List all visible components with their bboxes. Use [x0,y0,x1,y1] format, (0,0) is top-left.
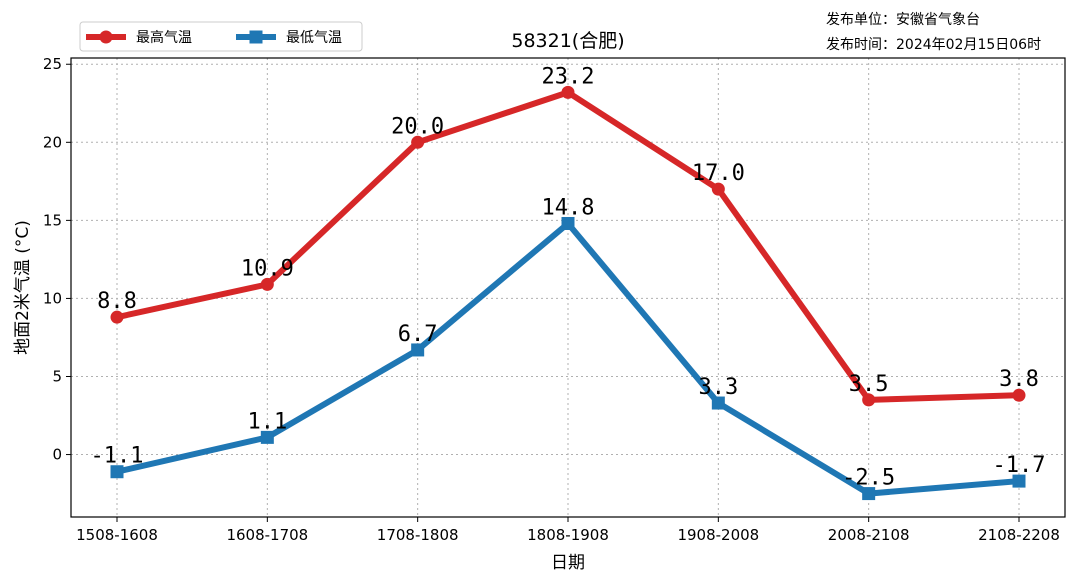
data-label: 10.9 [241,256,294,281]
legend-label: 最低气温 [286,30,342,46]
data-point [862,487,876,501]
data-label: 8.8 [97,289,137,314]
publish-time-info: 发布时间：2024年02月15日06时 [826,37,1041,53]
data-label: -1.7 [993,453,1046,478]
y-tick-label: 25 [43,55,62,73]
data-point [1012,474,1026,488]
x-tick-label: 1808-1908 [527,526,609,544]
data-label: 14.8 [542,195,595,220]
legend-box [79,21,363,52]
data-point [561,216,575,230]
x-tick-label: 1508-1608 [76,526,158,544]
data-label: 23.2 [542,64,595,89]
x-tick-label: 2008-2108 [828,526,910,544]
data-point [1012,388,1026,402]
x-tick-label: 1908-2008 [677,526,759,544]
y-tick-label: 0 [52,446,62,464]
data-point [411,343,425,357]
data-point [711,396,725,410]
y-axis-label: 地面2米气温 (°C) [13,220,33,355]
data-label: 1.1 [247,409,287,434]
axis-ticks: 0 5 10 15 20 25 1508-1608 1608-1708 1708-1808 180… [43,55,1060,544]
data-point [260,430,274,444]
data-point [411,135,425,149]
y-tick-label: 15 [43,211,62,229]
y-tick-label: 20 [43,133,62,151]
data-label: 17.0 [692,161,745,186]
data-label: 3.3 [698,375,738,400]
data-label: 3.5 [849,372,889,397]
legend-marker [99,30,113,44]
data-point [110,465,124,479]
publisher-info: 发布单位：安徽省气象台 [826,12,980,28]
data-label: 6.7 [398,322,438,347]
data-point [110,310,124,324]
data-label: -1.1 [91,444,144,469]
legend-label: 最高气温 [136,29,192,46]
data-point [561,85,575,99]
x-tick-label: 2108-2208 [978,526,1060,544]
x-tick-label: 1708-1808 [377,526,459,544]
y-tick-label: 10 [43,289,62,307]
x-tick-label: 1608-1708 [226,526,308,544]
data-label: -2.5 [842,466,895,491]
x-axis-label: 日期 [551,553,585,573]
data-labels: 8.8 10.9 20.0 23.2 17.0 3.5 3.8 -1.1 1.1 6.7 14.8 3… [91,64,1046,490]
legend: 最高气温 最低气温 [79,21,363,52]
series [110,85,1026,501]
legend-marker [249,30,263,44]
data-point [260,277,274,291]
data-label: 3.8 [999,367,1039,392]
data-point [711,182,725,196]
chart-title: 58321(合肥) [511,30,624,52]
y-tick-label: 5 [52,367,62,385]
data-point [862,393,876,407]
data-label: 20.0 [391,114,444,139]
